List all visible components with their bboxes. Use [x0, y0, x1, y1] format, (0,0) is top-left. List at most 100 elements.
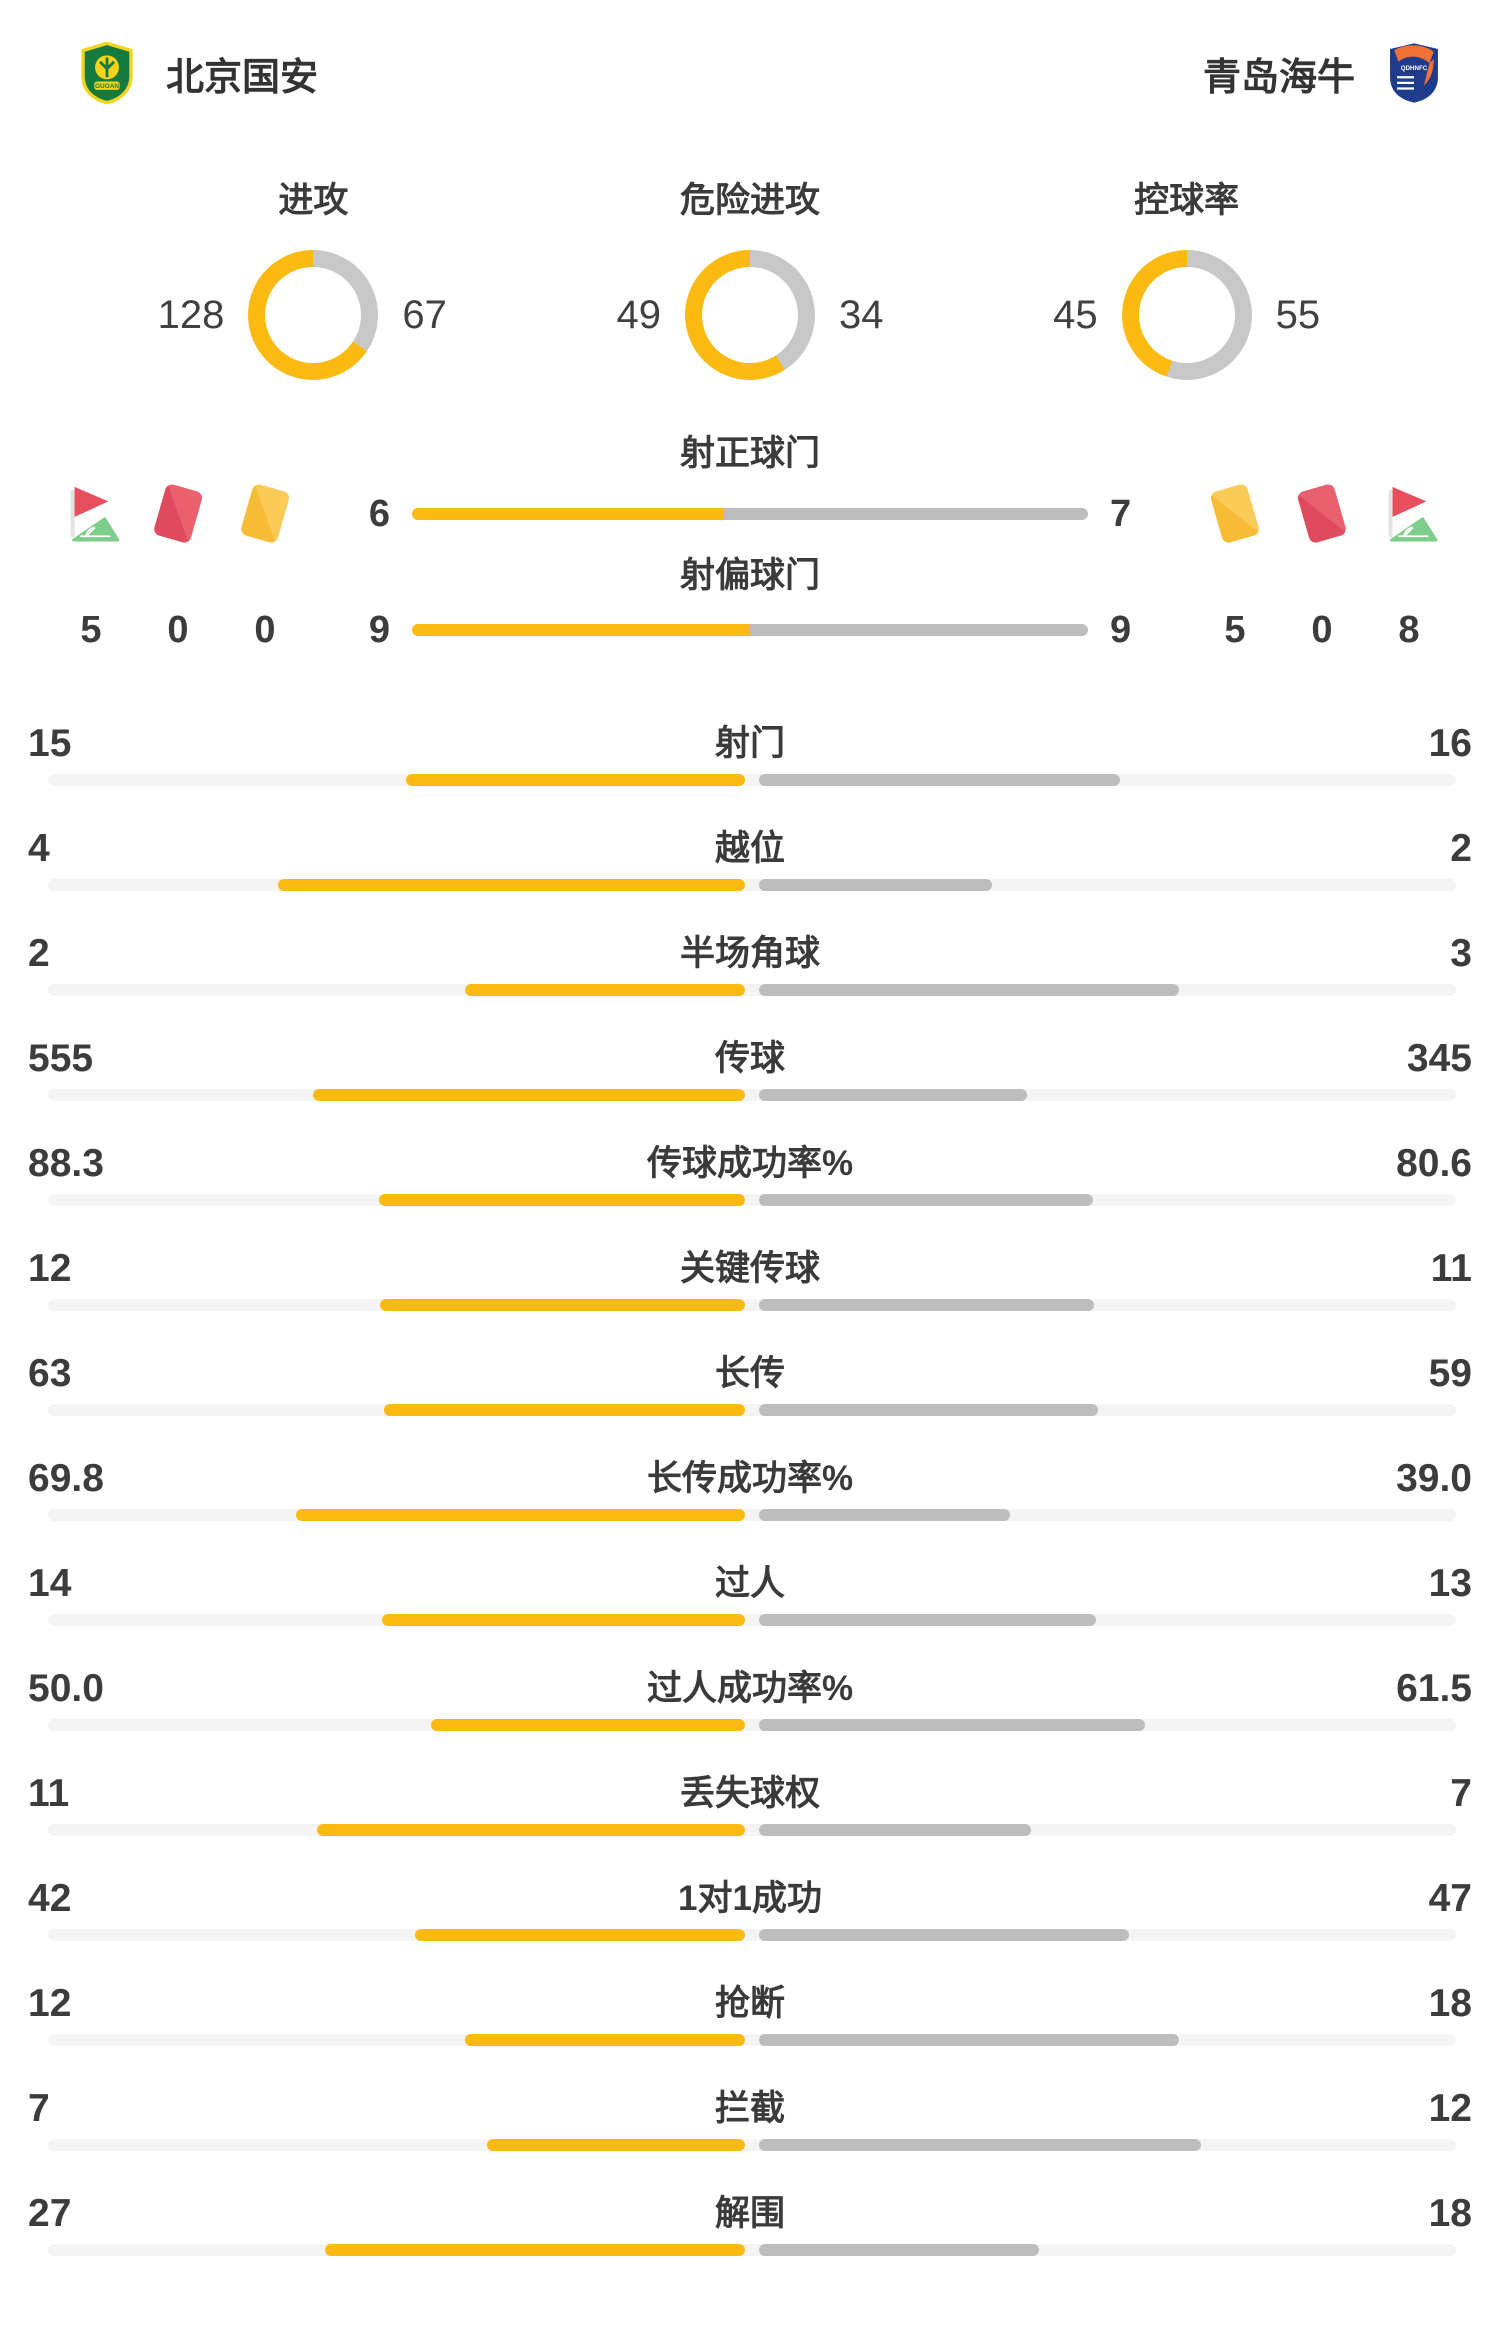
- stat-label: 过人: [714, 1564, 785, 1603]
- stat-home-bar: [465, 984, 745, 996]
- yellow-card-icon: [1204, 484, 1266, 544]
- stat-away-value: 3: [1450, 932, 1472, 975]
- stat-label: 长传: [714, 1354, 785, 1393]
- stat-home-value: 7: [28, 2087, 50, 2130]
- stat-home-value: 42: [28, 1877, 72, 1920]
- match-header: GUOAN 北京国安 青岛海牛 QDHNFC: [0, 0, 1500, 104]
- stat-away-value: 47: [1428, 1877, 1472, 1920]
- donut-chart: 进攻 128 67: [95, 180, 532, 380]
- stat-bar-track: [48, 2034, 1456, 2046]
- stat-label: 丢失球权: [679, 1774, 820, 1813]
- stat-row: 14 过人 13: [0, 1554, 1500, 1659]
- stat-home-bar: [278, 879, 745, 891]
- stat-row: 7 拦截 12: [0, 2079, 1500, 2184]
- stat-home-value: 4: [28, 827, 50, 870]
- stat-home-bar: [380, 1299, 745, 1311]
- home-discipline-counts: 5 0 0: [60, 609, 296, 652]
- stat-home-value: 88.3: [28, 1142, 104, 1185]
- away-yellow-cards-count: 5: [1224, 608, 1246, 651]
- donut-home-value: 45: [1053, 292, 1098, 337]
- stat-label: 过人成功率%: [646, 1669, 854, 1708]
- stat-home-value: 12: [28, 1247, 72, 1290]
- stat-home-bar: [296, 1509, 745, 1521]
- stat-row: 15 射门 16: [0, 714, 1500, 819]
- stat-away-bar: [759, 2139, 1201, 2151]
- stat-label: 解围: [714, 2194, 785, 2233]
- away-team-name: 青岛海牛: [1202, 56, 1355, 99]
- stat-row: 4 越位 2: [0, 819, 1500, 924]
- stat-home-bar: [313, 1089, 745, 1101]
- stat-home-bar: [317, 1824, 745, 1836]
- home-yellow-cards-count: 0: [254, 608, 276, 651]
- stat-away-bar: [759, 879, 992, 891]
- stat-away-value: 7: [1450, 1772, 1472, 1815]
- donut-ring: [1121, 250, 1252, 380]
- shots-on-target-row: 6 7: [0, 482, 1500, 546]
- stats-list: 15 射门 16 4 越位 2 2 半场角球 3: [0, 714, 1500, 2289]
- home-corners-count: 5: [80, 608, 102, 651]
- stat-row: 11 丢失球权 7: [0, 1764, 1500, 1869]
- donut-title: 危险进攻: [680, 181, 821, 220]
- corner-flag-icon: [1378, 482, 1440, 546]
- stat-away-value: 80.6: [1396, 1142, 1472, 1185]
- stat-home-bar: [431, 1719, 745, 1731]
- stat-away-bar: [759, 1089, 1027, 1101]
- svg-text:GUOAN: GUOAN: [95, 83, 119, 90]
- stat-bar-track: [48, 1299, 1456, 1311]
- shots-on-target-home-bar: [412, 508, 724, 520]
- corner-flag-icon: [60, 482, 122, 546]
- stat-label: 关键传球: [679, 1249, 820, 1288]
- hainiu-logo-icon: QDHNFC: [1385, 42, 1443, 104]
- stat-home-bar: [384, 1404, 745, 1416]
- donut-title: 控球率: [1134, 181, 1240, 220]
- stat-bar-track: [48, 1404, 1456, 1416]
- stat-home-bar: [379, 1194, 745, 1206]
- stat-away-bar: [759, 1719, 1145, 1731]
- shots-off-target-away-value: 9: [1110, 608, 1132, 651]
- stat-bar-track: [48, 1509, 1456, 1521]
- stat-away-bar: [759, 1929, 1129, 1941]
- stat-away-value: 11: [1430, 1247, 1472, 1290]
- stat-home-value: 11: [28, 1772, 70, 1815]
- stat-home-value: 63: [28, 1352, 72, 1395]
- shots-off-target-home-bar: [412, 624, 750, 636]
- shots-off-target-label: 射偏球门: [679, 556, 820, 595]
- stat-label: 越位: [714, 829, 785, 868]
- stat-bar-track: [48, 774, 1456, 786]
- stat-home-value: 12: [28, 1982, 72, 2025]
- stat-row: 69.8 长传成功率% 39.0: [0, 1449, 1500, 1554]
- stat-label: 抢断: [714, 1984, 785, 2023]
- shots-on-target-home-value: 6: [368, 492, 390, 535]
- away-red-cards-count: 0: [1311, 608, 1333, 651]
- stat-away-bar: [759, 2034, 1179, 2046]
- stat-away-value: 61.5: [1396, 1667, 1472, 1710]
- stat-home-bar: [406, 774, 745, 786]
- stat-row: 63 长传 59: [0, 1344, 1500, 1449]
- stat-away-value: 345: [1406, 1037, 1472, 1080]
- stat-row: 12 抢断 18: [0, 1974, 1500, 2079]
- donut-chart: 危险进攻 49 34: [532, 180, 969, 380]
- away-discipline-counts: 5 0 8: [1204, 609, 1440, 652]
- stat-home-bar: [487, 2139, 745, 2151]
- shots-on-target-bar: [412, 508, 1088, 520]
- stat-away-value: 13: [1428, 1562, 1472, 1605]
- stat-away-value: 18: [1428, 1982, 1472, 2025]
- donut-home-value: 49: [616, 292, 662, 337]
- stat-row: 88.3 传球成功率% 80.6: [0, 1134, 1500, 1239]
- stat-away-value: 2: [1450, 827, 1472, 870]
- stat-label: 射门: [714, 724, 785, 763]
- shots-off-target-home-value: 9: [368, 608, 390, 651]
- home-discipline-icons: [60, 482, 296, 546]
- stat-away-bar: [759, 2244, 1039, 2256]
- stat-away-value: 39.0: [1396, 1457, 1472, 1500]
- donut-ring: [248, 250, 379, 380]
- home-team-header: GUOAN 北京国安: [78, 42, 318, 104]
- stat-bar-track: [48, 1614, 1456, 1626]
- stat-row: 12 关键传球 11: [0, 1239, 1500, 1344]
- stat-row: 42 1对1成功 47: [0, 1869, 1500, 1974]
- stat-label: 半场角球: [679, 934, 820, 973]
- stat-away-value: 59: [1428, 1352, 1472, 1395]
- stat-home-value: 50.0: [28, 1667, 104, 1710]
- svg-text:QDHNFC: QDHNFC: [1401, 65, 1428, 72]
